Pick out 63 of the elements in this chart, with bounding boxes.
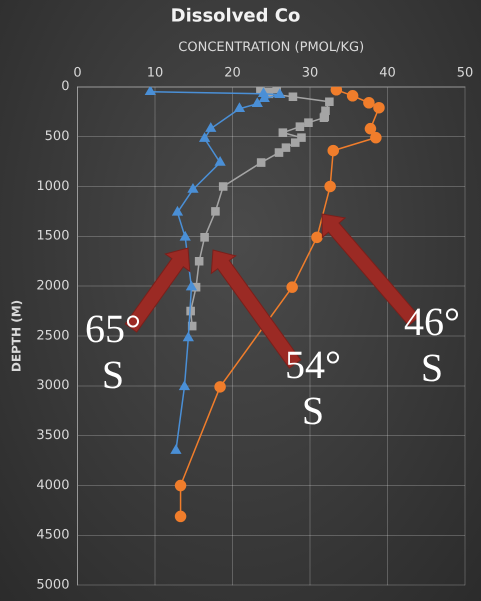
y-axis-title: DEPTH (M): [9, 300, 24, 372]
point: [172, 206, 183, 216]
point: [186, 281, 196, 290]
point: [170, 444, 181, 454]
chart-title: Dissolved Co: [170, 5, 300, 26]
point: [194, 256, 204, 266]
point: [325, 97, 334, 106]
y-tick-label: 4000: [36, 478, 70, 493]
point: [179, 381, 190, 390]
point: [297, 133, 306, 142]
y-tick-label: 2000: [36, 278, 70, 294]
point: [363, 97, 375, 108]
y-tick-label: 500: [44, 129, 70, 144]
point: [274, 89, 285, 98]
point: [278, 128, 288, 137]
point: [215, 156, 226, 166]
y-tick-label: 5000: [36, 578, 70, 593]
x-tick-label: 10: [146, 65, 164, 80]
x-tick-label: 40: [379, 65, 396, 80]
x-tick-label: 0: [73, 65, 82, 80]
y-tick-label: 1500: [36, 228, 70, 244]
point: [364, 122, 376, 134]
y-tick-label: 3500: [36, 428, 70, 444]
point: [346, 90, 358, 102]
point: [206, 122, 216, 132]
point: [311, 232, 323, 244]
point: [174, 480, 186, 492]
annotation: 46° S: [404, 299, 460, 391]
annotation: 65° S: [85, 306, 141, 398]
point: [234, 102, 245, 112]
point: [218, 182, 228, 191]
annotation: 54° S: [285, 342, 341, 434]
point: [296, 122, 304, 131]
x-tick-label: 50: [456, 65, 474, 80]
point: [373, 102, 385, 114]
point: [304, 118, 313, 127]
point: [286, 281, 298, 293]
point: [214, 381, 226, 393]
point: [211, 207, 220, 216]
x-axis-title: CONCENTRATION (PMOL/KG): [178, 40, 364, 55]
x-tick-label: 30: [302, 65, 318, 80]
point: [282, 143, 290, 152]
point: [183, 332, 194, 342]
point: [256, 158, 266, 167]
point: [327, 144, 339, 156]
point: [324, 180, 336, 192]
point: [288, 92, 298, 102]
point: [200, 132, 210, 142]
point: [188, 184, 198, 193]
point: [145, 86, 156, 96]
y-tick-label: 0: [61, 79, 70, 94]
x-tick-label: 20: [224, 65, 241, 80]
point: [290, 138, 300, 147]
y-tick-label: 1000: [36, 178, 70, 194]
point: [370, 132, 382, 144]
point: [180, 232, 190, 241]
point: [274, 148, 284, 157]
y-tick-label: 3000: [36, 378, 70, 394]
y-tick-label: 2500: [36, 328, 70, 344]
point: [174, 510, 186, 522]
point: [200, 233, 209, 242]
y-tick-label: 4500: [36, 528, 70, 543]
point: [252, 98, 262, 107]
